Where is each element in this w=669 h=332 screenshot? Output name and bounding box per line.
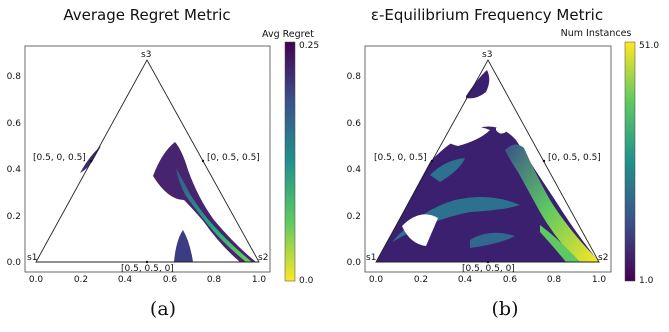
panel-b-heat-regions [376, 70, 600, 262]
panel-a-vertex-s3: s3 [141, 50, 151, 60]
panel-a-annotation-right: [0, 0.5, 0.5] [207, 153, 260, 163]
panel-a-colorbar: Avg Regret 0.25 0.0 [262, 29, 319, 286]
panel-b-region-top [466, 70, 490, 99]
panel-a-y-ticks: 0.0 0.2 0.4 0.6 0.8 [7, 72, 22, 268]
panel-a-annotation-left: [0.5, 0, 0.5] [33, 153, 86, 163]
panel-b-vertex-s3: s3 [482, 50, 492, 60]
panel-a-xtick-label: 0.0 [29, 275, 44, 285]
panel-b-annot-dot-bottom [486, 260, 490, 264]
panel-a-annot-dot-right [201, 159, 205, 163]
panel-b-annot-dot-right [542, 159, 546, 163]
panel-b-xtick-label: 0.0 [369, 275, 384, 285]
panel-a-xtick-label: 0.4 [118, 275, 133, 285]
panel-b-region-streak-2 [430, 158, 465, 182]
panel-b-annotation-bottom: [0.5, 0.5, 0] [462, 264, 515, 274]
panel-b-region-band [505, 144, 600, 262]
panel-a-ytick-label: 0.8 [7, 72, 22, 82]
panel-b-region-hole-1 [402, 214, 438, 246]
panel-b: ε-Equilibrium Frequency Metric s1 s2 s3 … [347, 6, 660, 320]
panel-b-ytick-label: 0.2 [347, 212, 361, 222]
panel-b-xtick-label: 0.6 [503, 275, 518, 285]
panel-b-annotation-right: [0, 0.5, 0.5] [548, 153, 601, 163]
panel-b-xtick-label: 0.2 [414, 275, 428, 285]
panel-b-annotation-left: [0.5, 0, 0.5] [374, 153, 427, 163]
panel-b-ytick-label: 0.6 [347, 119, 362, 129]
panel-a-x-ticks: 0.0 0.2 0.4 0.6 0.8 1.0 [29, 275, 267, 285]
panel-a-vertex-s1: s1 [27, 253, 37, 263]
panel-b-colorbar: Num Instances 51.0 1.0 [561, 28, 660, 286]
panel-a-annot-dot-bottom [145, 260, 149, 264]
panel-a-colorbar-label: Avg Regret [262, 29, 314, 40]
panel-b-vertex-s2: s2 [598, 253, 608, 263]
panel-b-y-ticks: 0.0 0.2 0.4 0.6 0.8 [347, 72, 362, 268]
panel-b-xtick-label: 0.8 [547, 275, 562, 285]
panel-a-region-bottom [174, 230, 193, 262]
panel-a-xtick-label: 0.6 [163, 275, 178, 285]
panel-a-xtick-label: 1.0 [252, 275, 267, 285]
panel-b-region-streak-3 [470, 232, 515, 248]
panel-a-caption: (a) [150, 298, 176, 320]
panel-b-xtick-label: 0.4 [458, 275, 473, 285]
panel-a-xtick-label: 0.2 [74, 275, 88, 285]
panel-a-xtick-label: 0.8 [207, 275, 222, 285]
panel-b-ytick-label: 0.4 [347, 165, 362, 175]
panel-a-colorbar-bar [284, 41, 296, 282]
panel-a-colorbar-max: 0.25 [299, 41, 319, 51]
panel-b-xtick-label: 1.0 [592, 275, 607, 285]
panel-b-colorbar-min: 1.0 [639, 276, 654, 286]
panel-a-ytick-label: 0.4 [7, 165, 22, 175]
panel-b-annot-dot-left [430, 159, 434, 163]
panel-b-vertex-s1: s1 [366, 253, 376, 263]
panel-a-ytick-label: 0.0 [7, 258, 22, 268]
panel-b-region-hole-3 [496, 126, 506, 134]
panel-b-colorbar-label: Num Instances [561, 28, 632, 39]
panel-a-ytick-label: 0.2 [7, 212, 21, 222]
panel-a-plot-frame [24, 45, 271, 273]
panel-b-title: ε-Equilibrium Frequency Metric [371, 6, 603, 24]
panel-b-ytick-label: 0.8 [347, 72, 362, 82]
panel-b-colorbar-max: 51.0 [639, 41, 659, 51]
panel-b-region-band-2 [540, 225, 580, 262]
panel-a-annot-dot-left [89, 159, 93, 163]
panel-b-colorbar-bar [624, 41, 636, 282]
panel-a-region-band [153, 142, 256, 262]
panel-b-region-streak-1 [392, 196, 520, 242]
panel-b-plot-frame [364, 45, 612, 273]
panel-b-ytick-label: 0.0 [347, 258, 362, 268]
panel-a-colorbar-min: 0.0 [299, 276, 314, 286]
panel-a: Average Regret Metric s1 s2 s3 [0.5, 0, … [7, 6, 319, 320]
panel-b-x-ticks: 0.0 0.2 0.4 0.6 0.8 1.0 [369, 275, 607, 285]
panel-b-caption: (b) [492, 298, 519, 320]
panel-a-vertex-s2: s2 [258, 253, 268, 263]
panel-a-annotation-bottom: [0.5, 0.5, 0] [121, 264, 174, 274]
panel-a-title: Average Regret Metric [63, 6, 230, 24]
panel-b-region-hole-2 [440, 125, 490, 146]
panel-a-ytick-label: 0.6 [7, 119, 22, 129]
